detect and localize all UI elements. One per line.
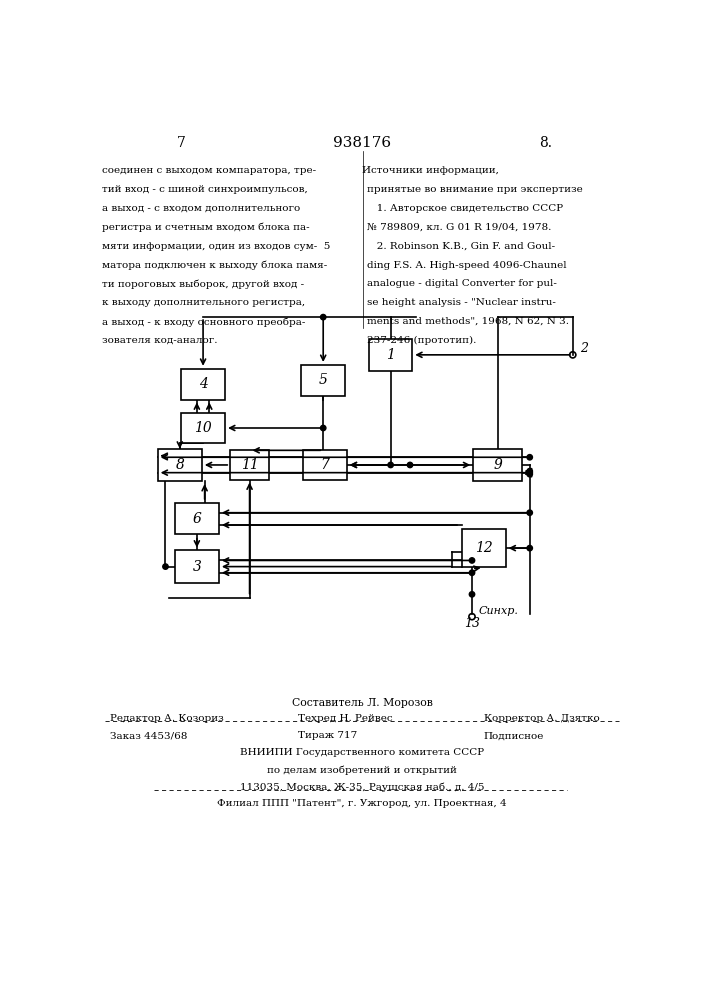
Bar	[181, 369, 225, 400]
Circle shape	[320, 314, 326, 320]
Text: 2: 2	[580, 342, 588, 355]
Text: а выход - к входу основного преобра-: а выход - к входу основного преобра-	[103, 317, 305, 327]
Text: тий вход - с шиной синхроимпульсов,: тий вход - с шиной синхроимпульсов,	[103, 185, 308, 194]
Text: Корректор А. Дзятко: Корректор А. Дзятко	[484, 714, 600, 723]
Text: 6: 6	[192, 512, 201, 526]
Text: 9: 9	[493, 458, 502, 472]
Text: ments and methods", 1968, N 62, N 3.: ments and methods", 1968, N 62, N 3.	[368, 317, 569, 326]
Text: 1. Авторское свидетельство СССР: 1. Авторское свидетельство СССР	[368, 204, 563, 213]
Bar	[462, 529, 506, 567]
Circle shape	[163, 564, 168, 569]
Circle shape	[527, 545, 532, 551]
Text: 1: 1	[386, 348, 395, 362]
Text: ВНИИПИ Государственного комитета СССР: ВНИИПИ Государственного комитета СССР	[240, 748, 484, 757]
Text: № 789809, кл. G 01 R 19/04, 1978.: № 789809, кл. G 01 R 19/04, 1978.	[368, 223, 551, 232]
Text: 2. Robinson K.B., Gin F. and Goul-: 2. Robinson K.B., Gin F. and Goul-	[368, 242, 556, 251]
Text: а выход - с входом дополнительного: а выход - с входом дополнительного	[103, 204, 300, 213]
Circle shape	[527, 470, 532, 475]
Text: 11: 11	[240, 458, 259, 472]
Text: Тираж 717: Тираж 717	[298, 731, 357, 740]
Circle shape	[469, 592, 474, 597]
Text: 5: 5	[319, 373, 327, 387]
Text: принятые во внимание при экспертизе: принятые во внимание при экспертизе	[368, 185, 583, 194]
Text: 8: 8	[175, 458, 185, 472]
Bar	[158, 449, 202, 481]
Text: Редактор А. Козориз: Редактор А. Козориз	[110, 714, 224, 723]
Text: мяти информации, один из входов сум-  5: мяти информации, один из входов сум- 5	[103, 242, 331, 251]
Circle shape	[407, 462, 413, 468]
Text: матора подключен к выходу блока памя-: матора подключен к выходу блока памя-	[103, 261, 327, 270]
Text: 8.: 8.	[539, 136, 552, 150]
Bar	[230, 450, 269, 480]
Text: 12: 12	[474, 541, 493, 555]
Text: Подписное: Подписное	[484, 731, 544, 740]
Circle shape	[469, 558, 474, 563]
Text: зователя код-аналог.: зователя код-аналог.	[103, 336, 218, 345]
Text: 7: 7	[177, 136, 186, 150]
Bar	[369, 339, 412, 371]
Text: 7: 7	[320, 458, 329, 472]
Circle shape	[527, 455, 532, 460]
Bar	[175, 503, 219, 534]
Text: ти пороговых выборок, другой вход -: ти пороговых выборок, другой вход -	[103, 279, 305, 289]
Text: Составитель Л. Морозов: Составитель Л. Морозов	[291, 698, 433, 708]
Text: 237-246 (прототип).: 237-246 (прототип).	[368, 336, 477, 345]
Text: Филиал ППП "Патент", г. Ужгород, ул. Проектная, 4: Филиал ППП "Патент", г. Ужгород, ул. Про…	[217, 799, 507, 808]
Text: 938176: 938176	[333, 136, 391, 150]
Circle shape	[388, 462, 393, 468]
Text: 13: 13	[464, 617, 480, 630]
Text: 10: 10	[194, 421, 212, 435]
Text: Синхр.: Синхр.	[479, 606, 519, 616]
Bar	[175, 550, 219, 583]
Text: 4: 4	[199, 377, 208, 391]
Circle shape	[527, 472, 532, 477]
Text: 3: 3	[192, 560, 201, 574]
Circle shape	[469, 570, 474, 575]
Circle shape	[527, 468, 532, 474]
Text: Техред Н. Рейвес: Техред Н. Рейвес	[298, 714, 392, 723]
Bar	[181, 413, 225, 443]
Text: по делам изобретений и открытий: по делам изобретений и открытий	[267, 765, 457, 775]
Bar	[301, 365, 345, 396]
Text: 113035, Москва, Ж-35, Раушская наб., д. 4/5: 113035, Москва, Ж-35, Раушская наб., д. …	[240, 782, 484, 792]
Text: соединен с выходом компаратора, тре-: соединен с выходом компаратора, тре-	[103, 166, 317, 175]
Circle shape	[320, 425, 326, 431]
Text: se height analysis - "Nuclear instru-: se height analysis - "Nuclear instru-	[368, 298, 556, 307]
Text: Источники информации,: Источники информации,	[363, 166, 499, 175]
Text: ding F.S. A. High-speed 4096-Chaunel: ding F.S. A. High-speed 4096-Chaunel	[368, 261, 567, 270]
Circle shape	[527, 510, 532, 515]
Bar	[473, 449, 522, 481]
Text: Заказ 4453/68: Заказ 4453/68	[110, 731, 187, 740]
Text: к выходу дополнительного регистра,: к выходу дополнительного регистра,	[103, 298, 305, 307]
Text: analogue - digital Converter for pul-: analogue - digital Converter for pul-	[368, 279, 557, 288]
Text: регистра и счетным входом блока па-: регистра и счетным входом блока па-	[103, 223, 310, 232]
Bar	[303, 450, 347, 480]
